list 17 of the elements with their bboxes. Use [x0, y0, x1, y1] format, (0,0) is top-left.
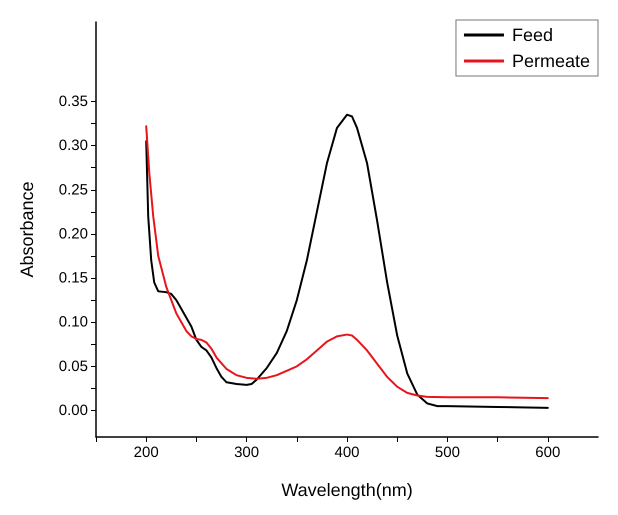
y-tick-label: 0.05 — [58, 358, 88, 375]
y-tick-label: 0.00 — [58, 402, 88, 420]
y-tick-label: 0.30 — [58, 137, 88, 154]
y-tick-label: 0.20 — [58, 225, 88, 242]
y-tick-label: 0.25 — [58, 181, 88, 198]
y-tick-label: 0.15 — [58, 270, 88, 287]
y-tick-label: 0.10 — [58, 314, 88, 331]
legend-label: Permeate — [512, 51, 590, 71]
x-tick-label: 300 — [234, 444, 260, 461]
x-axis-title: Wavelength(nm) — [281, 480, 413, 500]
legend-label: Feed — [512, 25, 553, 45]
x-tick-label: 600 — [535, 444, 560, 461]
y-tick-label: 0.35 — [58, 92, 88, 110]
y-axis-title: Absorbance — [17, 181, 37, 278]
x-tick-label: 400 — [334, 444, 360, 461]
x-tick-label: 200 — [134, 444, 159, 461]
x-tick-label: 500 — [434, 444, 460, 461]
